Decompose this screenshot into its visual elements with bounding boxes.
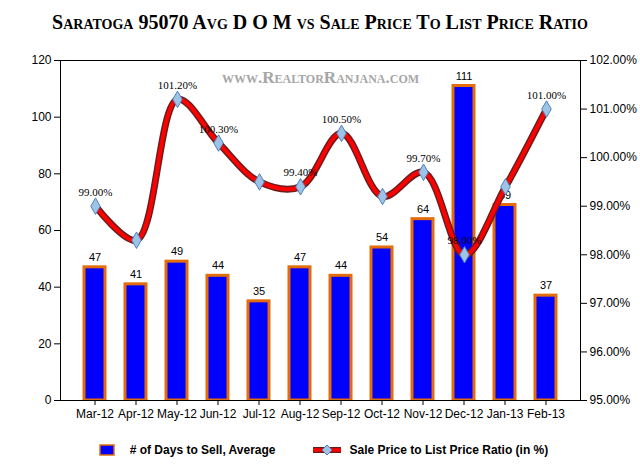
svg-text:40: 40: [38, 280, 52, 294]
svg-text:99.70%: 99.70%: [407, 152, 441, 164]
svg-text:www.RealtorRanjana.com: www.RealtorRanjana.com: [222, 68, 419, 87]
svg-text:Apr-12: Apr-12: [118, 407, 154, 421]
svg-text:47: 47: [89, 251, 101, 263]
svg-text:100.30%: 100.30%: [199, 123, 238, 135]
svg-text:Aug-12: Aug-12: [281, 407, 320, 421]
svg-text:80: 80: [38, 167, 52, 181]
html-text:# of Days to Sell, Average: # of Days to Sell, Average: [129, 443, 276, 457]
svg-text:111: 111: [456, 70, 473, 82]
svg-text:100: 100: [31, 110, 51, 124]
html-text:Saratoga 95070 Avg D O M vs Sa: Saratoga 95070 Avg D O M vs Sale Price T…: [52, 11, 588, 33]
svg-text:20: 20: [38, 337, 52, 351]
svg-text:35: 35: [253, 285, 265, 297]
svg-text:Oct-12: Oct-12: [364, 407, 400, 421]
svg-text:Dec-12: Dec-12: [445, 407, 484, 421]
svg-text:Feb-13: Feb-13: [527, 407, 565, 421]
svg-text:120: 120: [31, 53, 51, 67]
svg-text:44: 44: [335, 259, 347, 271]
svg-text:Jul-12: Jul-12: [243, 407, 276, 421]
svg-text:0: 0: [45, 393, 52, 407]
svg-text:102.00%: 102.00%: [590, 53, 638, 67]
svg-text:37: 37: [540, 279, 552, 291]
svg-text:Jun-12: Jun-12: [200, 407, 237, 421]
svg-text:Jan-13: Jan-13: [487, 407, 524, 421]
svg-text:101.00%: 101.00%: [527, 89, 566, 101]
svg-text:47: 47: [294, 251, 306, 263]
svg-text:95.00%: 95.00%: [590, 393, 631, 407]
svg-text:101.00%: 101.00%: [590, 102, 638, 116]
html-text:Sale Price to List Price Ratio: Sale Price to List Price Ratio (in %): [349, 443, 549, 457]
svg-text:May-12: May-12: [157, 407, 197, 421]
svg-text:41: 41: [130, 268, 142, 280]
svg-text:Nov-12: Nov-12: [404, 407, 443, 421]
svg-text:98.00%: 98.00%: [590, 248, 631, 262]
svg-text:100.00%: 100.00%: [590, 150, 638, 164]
svg-text:99.00%: 99.00%: [79, 186, 113, 198]
svg-text:99.00%: 99.00%: [590, 199, 631, 213]
svg-text:60: 60: [38, 223, 52, 237]
svg-text:49: 49: [171, 245, 183, 257]
svg-text:44: 44: [212, 259, 224, 271]
svg-text:96.00%: 96.00%: [590, 345, 631, 359]
svg-text:64: 64: [417, 203, 429, 215]
svg-text:97.00%: 97.00%: [590, 296, 631, 310]
svg-text:Mar-12: Mar-12: [76, 407, 114, 421]
svg-text:Sep-12: Sep-12: [322, 407, 361, 421]
svg-text:99.40%: 99.40%: [284, 166, 318, 178]
svg-text:54: 54: [376, 231, 388, 243]
svg-text:101.20%: 101.20%: [158, 79, 197, 91]
svg-text:100.50%: 100.50%: [322, 113, 361, 125]
svg-text:98.00%: 98.00%: [448, 234, 482, 246]
